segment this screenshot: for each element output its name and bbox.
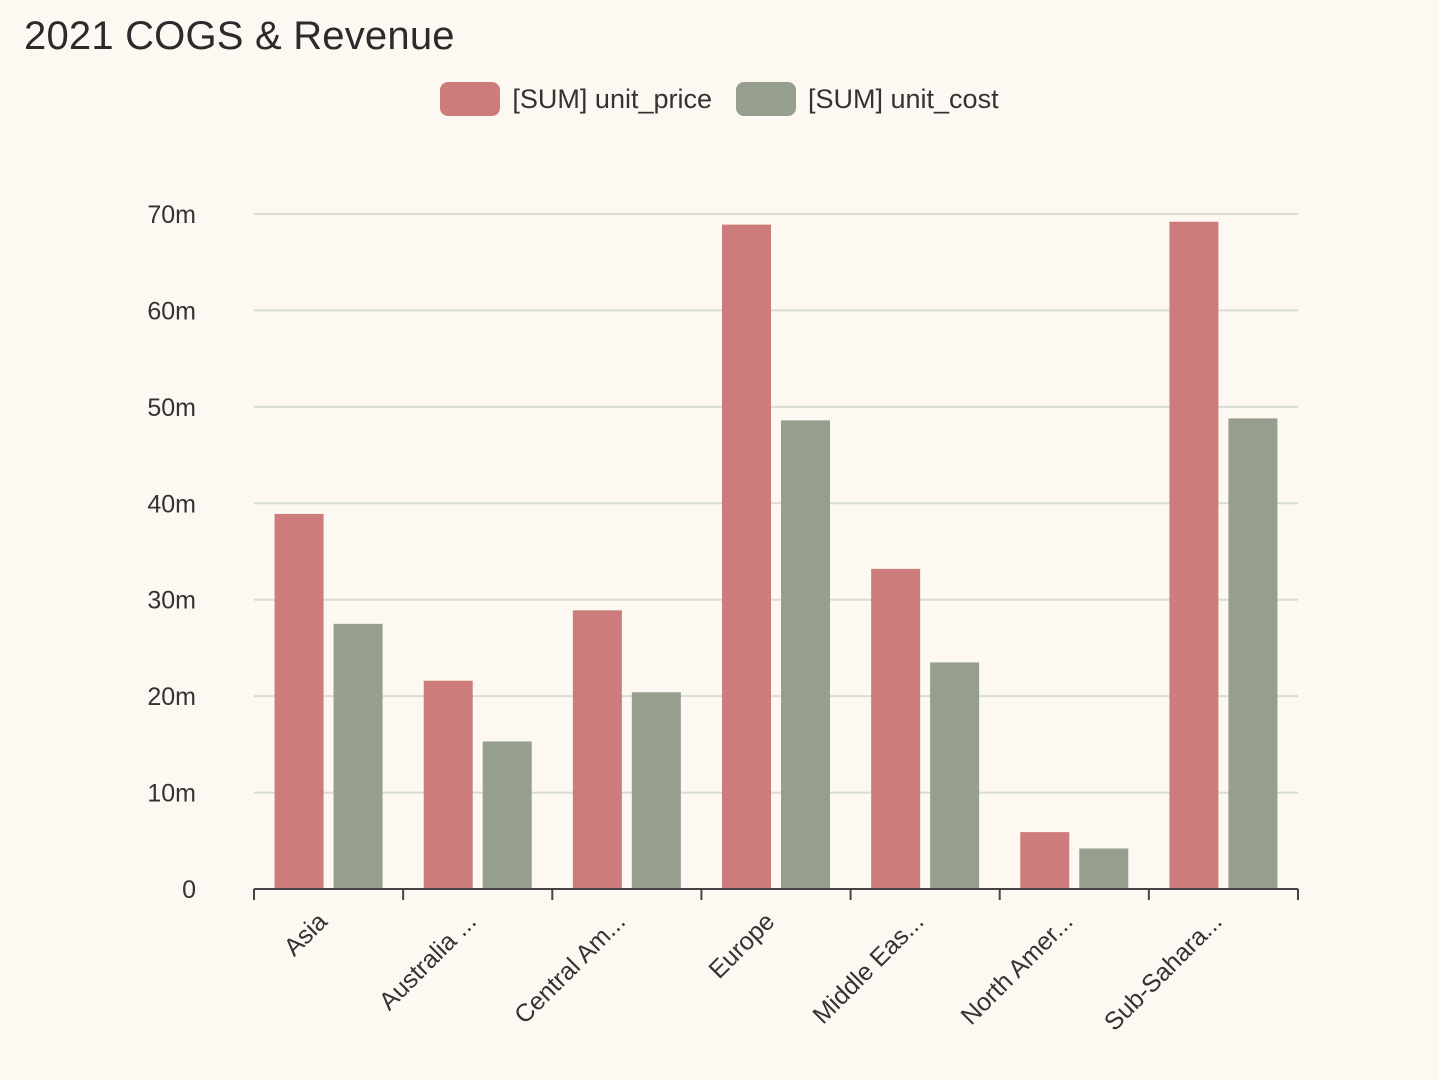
bar-unit-price bbox=[722, 224, 771, 889]
legend-swatch-unit-cost bbox=[736, 82, 796, 116]
y-tick-label: 50m bbox=[147, 394, 196, 422]
y-tick-label: 10m bbox=[147, 780, 196, 808]
y-tick-label: 40m bbox=[147, 490, 196, 518]
legend-label-unit-cost: [SUM] unit_cost bbox=[808, 83, 999, 114]
legend-item-unit-price[interactable]: [SUM] unit_price bbox=[440, 82, 712, 116]
bar-unit-price bbox=[1169, 221, 1219, 889]
bar-unit-price bbox=[274, 513, 324, 889]
x-tick-label: Asia bbox=[279, 907, 333, 961]
y-tick-label: 30m bbox=[147, 587, 196, 615]
bar-unit-price bbox=[572, 610, 622, 889]
legend-swatch-unit-price bbox=[440, 82, 501, 116]
bar-unit-cost bbox=[631, 692, 681, 889]
x-tick-label: Europe bbox=[703, 907, 780, 984]
bar-unit-cost bbox=[1228, 418, 1278, 889]
bar-unit-cost bbox=[781, 420, 830, 889]
x-tick-label: Australia ... bbox=[374, 907, 482, 1015]
x-tick-label: Sub-Sahara... bbox=[1099, 907, 1228, 1036]
bar-unit-cost bbox=[482, 741, 532, 889]
bar-unit-price bbox=[1020, 832, 1070, 889]
x-tick-label: North Amer... bbox=[956, 907, 1079, 1030]
x-tick-label: Central Am... bbox=[509, 907, 631, 1029]
bar-unit-price bbox=[423, 680, 473, 889]
bar-unit-cost bbox=[333, 623, 383, 889]
x-tick-label: Middle Eas... bbox=[807, 907, 929, 1029]
bar-unit-cost bbox=[930, 662, 980, 889]
y-tick-label: 0 bbox=[182, 876, 196, 904]
legend-label-unit-price: [SUM] unit_price bbox=[512, 83, 712, 114]
y-tick-label: 70m bbox=[147, 201, 196, 229]
y-tick-label: 20m bbox=[147, 683, 196, 711]
legend-item-unit-cost[interactable]: [SUM] unit_cost bbox=[736, 82, 999, 116]
bar-unit-price bbox=[871, 568, 921, 889]
chart-title: 2021 COGS & Revenue bbox=[24, 14, 455, 58]
y-tick-label: 60m bbox=[147, 297, 196, 325]
legend: [SUM] unit_price [SUM] unit_cost bbox=[0, 82, 1439, 116]
bar-unit-cost bbox=[1079, 848, 1129, 889]
